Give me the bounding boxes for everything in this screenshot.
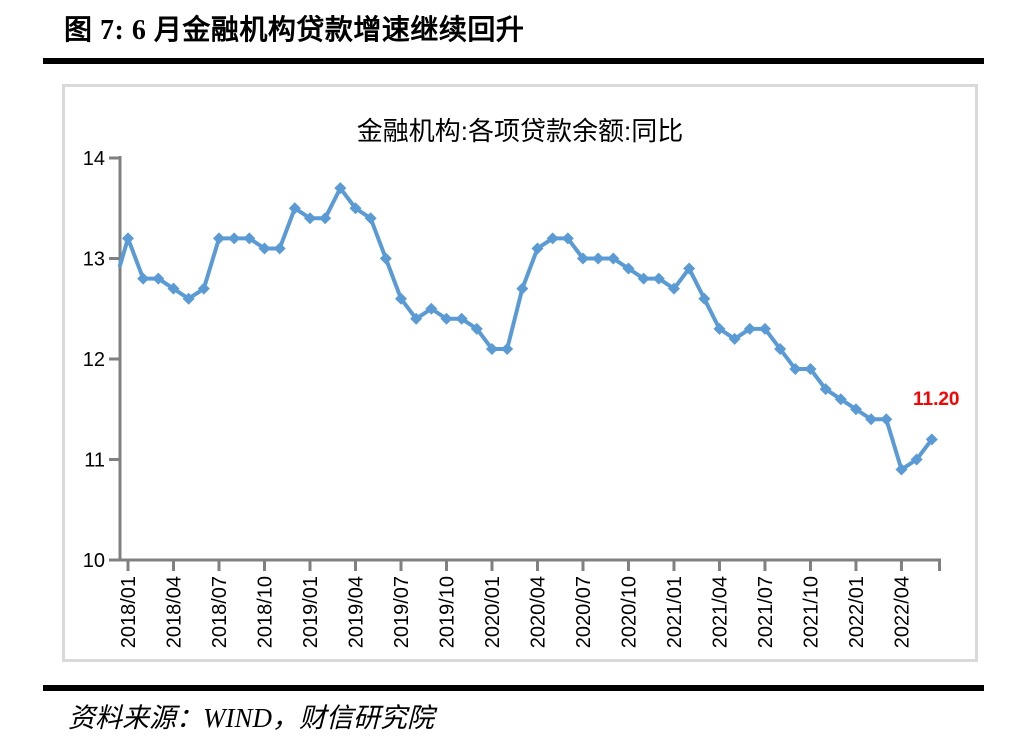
data-point-marker	[895, 463, 908, 476]
x-tick-label: 2020/04	[527, 576, 549, 648]
x-tick-label: 2021/10	[800, 576, 822, 648]
y-tick-label: 13	[83, 249, 105, 271]
data-point-marker	[379, 252, 392, 265]
x-tick-label: 2021/01	[664, 576, 686, 648]
data-point-marker	[167, 282, 180, 295]
x-tick-label: 2019/10	[436, 576, 458, 648]
x-tick-label: 2020/01	[482, 576, 504, 648]
data-point-marker	[561, 232, 574, 245]
data-point-marker	[303, 212, 316, 225]
x-tick-label: 2018/10	[254, 576, 276, 648]
data-point-marker	[834, 393, 847, 406]
data-point-marker	[622, 262, 635, 275]
data-point-marker	[410, 312, 423, 325]
data-point-marker	[182, 292, 195, 305]
title-divider	[43, 58, 984, 64]
data-point-marker	[637, 272, 650, 285]
x-tick-label: 2018/04	[163, 576, 185, 648]
data-point-marker	[758, 322, 771, 335]
data-point-marker	[197, 282, 210, 295]
y-tick-label: 11	[84, 450, 105, 472]
data-point-marker	[425, 302, 438, 315]
data-point-marker	[319, 212, 332, 225]
x-tick-label: 2018/07	[209, 576, 231, 648]
data-point-marker	[455, 312, 468, 325]
x-tick-label: 2020/07	[573, 576, 595, 648]
data-point-marker	[258, 242, 271, 255]
data-point-marker	[212, 232, 225, 245]
data-point-marker	[804, 363, 817, 376]
data-point-marker	[880, 413, 893, 426]
data-point-marker	[516, 282, 529, 295]
y-tick-label: 12	[83, 349, 105, 371]
data-point-marker	[501, 342, 514, 355]
x-tick-label: 2021/04	[709, 576, 731, 648]
data-point-marker	[122, 232, 134, 245]
line-chart: 10 11 12 13 14 2018/01 2018/04 2018/07 2018/10 20…	[83, 148, 960, 648]
data-point-marker	[698, 292, 711, 305]
data-point-marker	[137, 272, 150, 285]
chart-title: 金融机构:各项贷款余额:同比	[356, 116, 684, 146]
data-point-marker	[774, 342, 787, 355]
data-point-marker	[849, 403, 862, 416]
data-point-marker	[576, 252, 589, 265]
x-tick-label: 2019/07	[391, 576, 413, 648]
source-note: 资料来源：WIND，财信研究院	[68, 703, 434, 733]
data-point-marker	[394, 292, 407, 305]
x-tick-label: 2021/07	[755, 576, 777, 648]
data-point-marker	[683, 262, 696, 275]
data-point-marker	[925, 433, 938, 446]
data-point-marker	[728, 332, 741, 345]
x-tick-label: 2020/10	[618, 576, 640, 648]
data-point-marker	[228, 232, 241, 245]
data-point-marker	[667, 282, 680, 295]
data-point-marker	[273, 242, 286, 255]
data-point-marker	[652, 272, 665, 285]
figure-title: 图 7: 6 月金融机构贷款增速继续回升	[64, 15, 525, 46]
x-tick-label: 2019/04	[345, 576, 367, 648]
x-tick-label: 2022/01	[846, 576, 868, 648]
source-divider	[43, 685, 984, 691]
x-tick-label: 2022/04	[891, 576, 913, 648]
data-point-marker	[243, 232, 256, 245]
data-point-marker	[607, 252, 620, 265]
data-point-marker	[789, 363, 802, 376]
data-point-marker	[334, 182, 347, 195]
data-point-marker	[819, 383, 832, 396]
chart-container: 金融机构:各项贷款余额:同比 10 11 12 13 14 2018/01 2018/04 2…	[62, 84, 978, 662]
data-point-marker	[910, 453, 923, 466]
data-point-marker	[364, 212, 377, 225]
data-point-marker	[152, 272, 165, 285]
data-point-marker	[349, 202, 362, 215]
data-point-marker	[546, 232, 559, 245]
data-point-marker	[592, 252, 605, 265]
data-point-marker	[440, 312, 453, 325]
x-tick-label: 2019/01	[300, 576, 322, 648]
data-point-marker	[485, 342, 498, 355]
y-tick-label: 10	[83, 550, 105, 572]
annotation-label: 11.20	[913, 389, 960, 410]
x-tick-label: 2018/01	[118, 576, 140, 648]
data-point-marker	[470, 322, 483, 335]
data-point-marker	[743, 322, 756, 335]
data-point-marker	[288, 202, 301, 215]
data-point-marker	[865, 413, 878, 426]
y-tick-label: 14	[83, 148, 105, 170]
data-point-marker	[531, 242, 544, 255]
data-series-line	[118, 186, 934, 472]
data-point-marker	[713, 322, 726, 335]
